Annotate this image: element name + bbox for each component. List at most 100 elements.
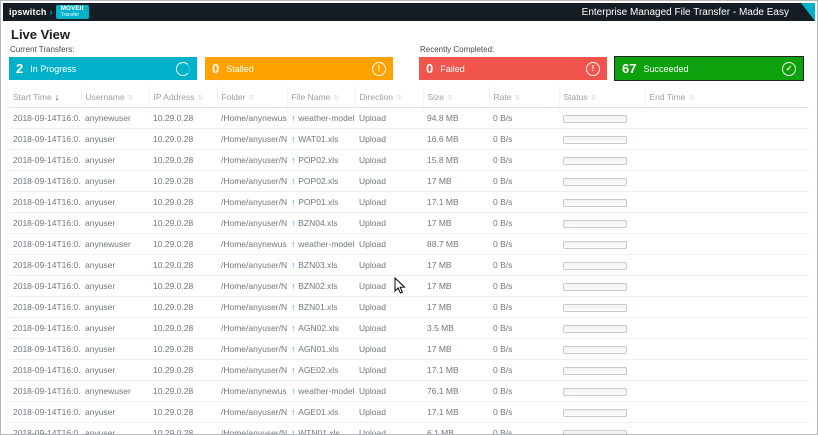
cell-username: anyuser bbox=[81, 128, 149, 150]
cell-direction: Upload bbox=[355, 254, 423, 276]
table-row[interactable]: 2018-09-14T16:0... anyuser 10.29.0.28 /H… bbox=[9, 170, 809, 192]
column-header-ip-address[interactable]: IP Address ⇅ bbox=[149, 87, 218, 108]
table-row[interactable]: 2018-09-14T16:0... anynewuser 10.29.0.28… bbox=[9, 233, 809, 255]
cell-start-time: 2018-09-14T16:0... bbox=[9, 296, 81, 318]
column-header-folder[interactable]: Folder ⇅ bbox=[217, 87, 288, 108]
cell-status bbox=[559, 149, 645, 171]
cell-file-name: ↑ WTN01.xls bbox=[287, 422, 355, 434]
status-card-in-progress[interactable]: 2 In Progress bbox=[9, 57, 197, 80]
table-row[interactable]: 2018-09-14T16:0... anyuser 10.29.0.28 /H… bbox=[9, 422, 809, 434]
cell-file-name: ↑weather-model-... bbox=[287, 380, 355, 402]
table-row[interactable]: 2018-09-14T16:0... anyuser 10.29.0.28 /H… bbox=[9, 128, 809, 150]
cell-end-time bbox=[645, 191, 809, 213]
table-row[interactable]: 2018-09-14T16:0... anyuser 10.29.0.28 /H… bbox=[9, 296, 809, 318]
cell-start-time: 2018-09-14T16:0... bbox=[9, 380, 81, 402]
cell-rate: 0 B/s bbox=[489, 254, 559, 276]
cell-start-time: 2018-09-14T16:0... bbox=[9, 107, 81, 129]
cell-ip-address: 10.29.0.28 bbox=[149, 401, 217, 423]
table-row[interactable]: 2018-09-14T16:0... anyuser 10.29.0.28 /H… bbox=[9, 212, 809, 234]
cell-end-time bbox=[645, 233, 809, 255]
current-transfers-group: Current Transfers: 2 In Progress 0 Stall… bbox=[9, 45, 393, 80]
progress-bar bbox=[563, 198, 627, 207]
cell-direction: Upload bbox=[355, 191, 423, 213]
table-row[interactable]: 2018-09-14T16:0... anyuser 10.29.0.28 /H… bbox=[9, 317, 809, 339]
spinner-icon bbox=[176, 61, 190, 76]
cell-file-name: ↑ POP02.xls bbox=[287, 170, 355, 192]
cell-end-time bbox=[645, 170, 809, 192]
upload-arrow-icon: ↑ bbox=[291, 176, 296, 186]
cell-end-time bbox=[645, 401, 809, 423]
cell-rate: 0 B/s bbox=[489, 338, 559, 360]
table-row[interactable]: 2018-09-14T16:0... anyuser 10.29.0.28 /H… bbox=[9, 149, 809, 171]
file-name-text: BZN03.xls bbox=[298, 260, 338, 270]
table-row[interactable]: 2018-09-14T16:0... anynewuser 10.29.0.28… bbox=[9, 380, 809, 402]
column-header-size[interactable]: Size ⇅ bbox=[423, 87, 490, 108]
cell-username: anyuser bbox=[81, 170, 149, 192]
cell-ip-address: 10.29.0.28 bbox=[149, 254, 217, 276]
cell-direction: Upload bbox=[355, 149, 423, 171]
column-header-rate[interactable]: Rate ⇅ bbox=[489, 87, 560, 108]
cell-direction: Upload bbox=[355, 128, 423, 150]
progress-bar bbox=[563, 387, 627, 396]
table-row[interactable]: 2018-09-14T16:0... anyuser 10.29.0.28 /H… bbox=[9, 191, 809, 213]
current-transfers-cards: 2 In Progress 0 Stalled ! bbox=[9, 57, 393, 80]
cell-status bbox=[559, 191, 645, 213]
file-name-text: AGN02.xls bbox=[298, 323, 339, 333]
error-icon: ! bbox=[586, 61, 600, 76]
upload-arrow-icon: ↑ bbox=[291, 113, 296, 123]
cell-rate: 0 B/s bbox=[489, 380, 559, 402]
column-header-file-name[interactable]: File Name ⇅ bbox=[287, 87, 356, 108]
table-header-row: Start Time ↓ Username ⇅ IP Address ⇅ Folder ⇅ Fi… bbox=[9, 87, 809, 108]
cell-folder: /Home/anynewus... bbox=[217, 107, 287, 129]
status-card-stalled[interactable]: 0 Stalled ! bbox=[205, 57, 393, 80]
column-header-username[interactable]: Username ⇅ bbox=[81, 87, 150, 108]
column-label: End Time bbox=[649, 92, 686, 102]
cell-ip-address: 10.29.0.28 bbox=[149, 212, 217, 234]
card-label: In Progress bbox=[30, 63, 77, 74]
cell-status bbox=[559, 317, 645, 339]
brand-separator-icon: › bbox=[49, 7, 53, 17]
sort-icon: ⇅ bbox=[127, 95, 134, 102]
file-name-text: BZN04.xls bbox=[298, 218, 338, 228]
cell-size: 16.6 MB bbox=[423, 128, 489, 150]
cell-ip-address: 10.29.0.28 bbox=[149, 338, 217, 360]
cell-username: anynewuser bbox=[81, 233, 149, 255]
file-name-text: POP02.xls bbox=[298, 176, 339, 186]
column-header-status[interactable]: Status ⇅ bbox=[559, 87, 646, 108]
cell-username: anyuser bbox=[81, 359, 149, 381]
upload-arrow-icon: ↑ bbox=[291, 407, 296, 417]
table-row[interactable]: 2018-09-14T16:0... anyuser 10.29.0.28 /H… bbox=[9, 254, 809, 276]
table-row[interactable]: 2018-09-14T16:0... anyuser 10.29.0.28 /H… bbox=[9, 275, 809, 297]
table-row[interactable]: 2018-09-14T16:0... anyuser 10.29.0.28 /H… bbox=[9, 338, 809, 360]
cell-file-name: ↑weather-model-... bbox=[287, 233, 355, 255]
cell-username: anyuser bbox=[81, 149, 149, 171]
upload-arrow-icon: ↑ bbox=[291, 155, 296, 165]
recently-completed-label: Recently Completed: bbox=[420, 45, 495, 54]
current-transfers-label: Current Transfers: bbox=[10, 45, 75, 54]
upload-arrow-icon: ↑ bbox=[291, 386, 296, 396]
cell-size: 17 MB bbox=[423, 170, 489, 192]
status-card-failed[interactable]: 0 Failed ! bbox=[419, 57, 607, 80]
column-header-end-time[interactable]: End Time ⇅ bbox=[645, 87, 809, 108]
cell-ip-address: 10.29.0.28 bbox=[149, 422, 217, 434]
upload-arrow-icon: ↑ bbox=[291, 239, 296, 249]
cell-end-time bbox=[645, 317, 809, 339]
table-row[interactable]: 2018-09-14T16:0... anynewuser 10.29.0.28… bbox=[9, 107, 809, 129]
cell-username: anyuser bbox=[81, 422, 149, 434]
status-cards-row: Current Transfers: 2 In Progress 0 Stall… bbox=[9, 45, 809, 81]
cell-start-time: 2018-09-14T16:0... bbox=[9, 149, 81, 171]
table-row[interactable]: 2018-09-14T16:0... anyuser 10.29.0.28 /H… bbox=[9, 401, 809, 423]
file-name-text: BZN01.xls bbox=[298, 302, 338, 312]
upload-arrow-icon: ↑ bbox=[291, 197, 296, 207]
status-card-succeeded[interactable]: 67 Succeeded ✓ bbox=[614, 56, 804, 81]
sort-icon: ⇅ bbox=[248, 95, 255, 102]
column-header-start-time[interactable]: Start Time ↓ bbox=[9, 87, 82, 108]
card-label: Failed bbox=[440, 63, 465, 74]
column-label: Folder bbox=[221, 92, 246, 102]
progress-bar bbox=[563, 282, 627, 291]
table-row[interactable]: 2018-09-14T16:0... anyuser 10.29.0.28 /H… bbox=[9, 359, 809, 381]
column-header-direction[interactable]: Direction ⇅ bbox=[355, 87, 424, 108]
column-label: IP Address bbox=[153, 92, 195, 102]
corner-accent-icon bbox=[801, 3, 815, 21]
moveit-transfer-logo: MOVEit Transfer bbox=[55, 5, 89, 19]
